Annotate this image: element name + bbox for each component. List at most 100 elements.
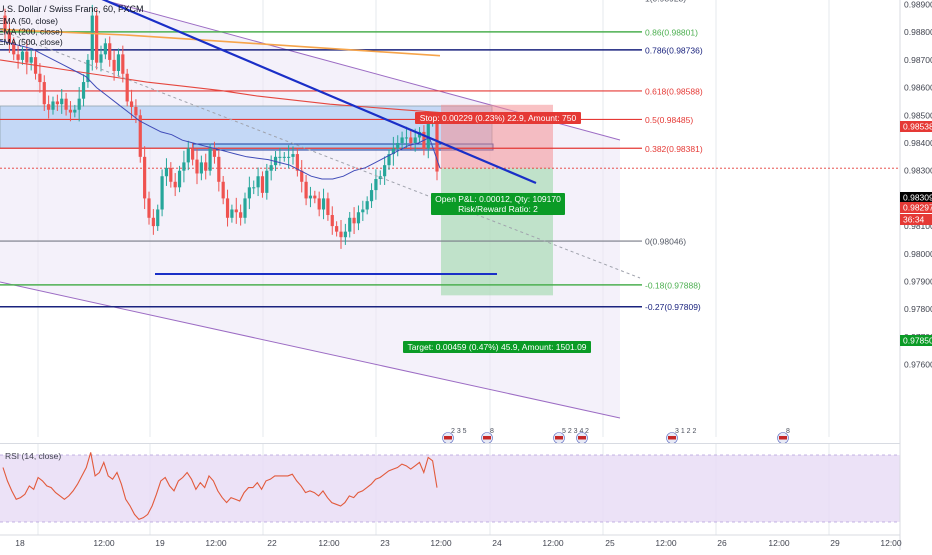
time-label-8: 24 xyxy=(492,538,502,548)
time-label-14: 29 xyxy=(830,538,840,548)
candle-body-14 xyxy=(64,98,68,110)
candle-body-97 xyxy=(426,120,430,149)
price-tick-11: 0.97800 xyxy=(904,304,932,314)
event-flag-stripe-2 xyxy=(555,436,563,440)
pnl-label-bg xyxy=(431,193,565,215)
fib-label-1: 0.86(0.98801) xyxy=(645,27,698,37)
time-label-5: 12:00 xyxy=(318,538,340,548)
channel-lower xyxy=(0,281,621,419)
pnl-label-text-0: Open P&L: 0.00012, Qty: 109170 xyxy=(435,194,561,204)
candle-body-74 xyxy=(326,198,330,216)
candle-body-1 xyxy=(7,32,11,44)
candle-body-73 xyxy=(321,198,326,210)
event-flag-stripe-1 xyxy=(483,436,491,440)
price-badge-1 xyxy=(900,192,932,203)
candle-body-23 xyxy=(103,43,107,55)
candle-body-65 xyxy=(287,156,291,158)
candle-body-41 xyxy=(182,162,186,171)
candle-body-11 xyxy=(51,101,55,110)
fib-label-0: 1(0.98923) xyxy=(645,0,686,4)
candle-body-93 xyxy=(409,137,413,143)
candle-body-5 xyxy=(25,51,29,63)
event-count-5: 8 xyxy=(786,428,790,435)
candle-body-31 xyxy=(138,115,142,157)
price-tick-6: 0.98300 xyxy=(904,166,932,176)
candle-body-22 xyxy=(99,54,103,63)
candle-body-80 xyxy=(352,217,356,224)
pnl-label-text-1: Risk/Reward Ratio: 2 xyxy=(458,204,538,214)
fib-label-5: 0.382(0.98381) xyxy=(645,144,703,154)
candle-body-48 xyxy=(212,148,217,157)
time-label-6: 23 xyxy=(380,538,390,548)
price-badge-4 xyxy=(900,335,932,346)
ema-500-line xyxy=(0,28,441,57)
stop-label-text-0: Stop: 0.00229 (0.23%) 22.9, Amount: 750 xyxy=(420,113,577,123)
event-count-0: 2 3 5 xyxy=(451,428,467,435)
time-label-2: 19 xyxy=(155,538,165,548)
candle-body-3 xyxy=(16,54,20,60)
candle-body-37 xyxy=(164,167,169,177)
price-badge-0 xyxy=(900,121,932,132)
candle-body-90 xyxy=(396,143,400,149)
candle-body-66 xyxy=(291,154,295,157)
candle-body-84 xyxy=(369,190,374,202)
event-count-4: 3 1 2 2 xyxy=(675,428,697,435)
candle-body-47 xyxy=(208,148,212,171)
channel-midline xyxy=(0,29,641,279)
price-badge-text-1: 0.98309 xyxy=(903,193,932,203)
candle-body-26 xyxy=(116,54,121,71)
candle-body-46 xyxy=(204,162,208,171)
candle-body-0 xyxy=(3,15,7,33)
candle-body-28 xyxy=(125,73,129,102)
candle-body-52 xyxy=(230,209,234,218)
price-badge-text-2: 0.98297 xyxy=(903,203,932,213)
candle-body-53 xyxy=(234,209,238,213)
candle-body-18 xyxy=(81,82,86,99)
event-flag-stripe-5 xyxy=(779,436,787,440)
time-label-15: 12:00 xyxy=(880,538,902,548)
candle-body-68 xyxy=(300,170,304,182)
time-label-0: 18 xyxy=(15,538,25,548)
candle-body-56 xyxy=(247,187,251,199)
candle-body-58 xyxy=(256,176,260,188)
price-badge-text-3: 36:34 xyxy=(903,215,925,225)
rsi-line xyxy=(2,452,438,521)
price-tick-10: 0.97900 xyxy=(904,277,932,287)
candle-body-27 xyxy=(121,54,125,74)
time-label-1: 12:00 xyxy=(93,538,115,548)
candle-body-12 xyxy=(55,101,59,105)
channel-fill xyxy=(0,0,620,418)
price-tick-4: 0.98500 xyxy=(904,110,932,120)
candle-body-30 xyxy=(134,106,138,116)
candle-body-99 xyxy=(435,120,439,172)
candle-body-50 xyxy=(221,181,225,199)
legend: U.S. Dollar / Swiss Franc, 60, FXCM EMA (… xyxy=(0,4,144,47)
candle-body-89 xyxy=(391,148,395,155)
candle-body-13 xyxy=(60,98,64,105)
candle-body-83 xyxy=(365,201,369,210)
candle-body-6 xyxy=(29,57,33,63)
candle-body-77 xyxy=(339,231,343,238)
time-label-7: 12:00 xyxy=(430,538,452,548)
stop-label-bg xyxy=(415,112,581,124)
trend-lines xyxy=(0,0,641,279)
price-tick-9: 0.98000 xyxy=(904,249,932,259)
candle-body-4 xyxy=(20,51,25,60)
target-zone xyxy=(441,168,553,296)
candle-body-39 xyxy=(173,181,177,188)
candles xyxy=(3,4,439,249)
candle-body-33 xyxy=(147,198,151,218)
rsi-band xyxy=(0,455,900,522)
candle-body-36 xyxy=(160,176,164,210)
candle-body-40 xyxy=(177,170,182,188)
position-labels: Stop: 0.00229 (0.23%) 22.9, Amount: 750 O… xyxy=(403,112,591,353)
fib-levels: 1(0.98923) 0.86(0.98801) 0.786(0.98736) 0.6… xyxy=(0,0,900,312)
candle-body-78 xyxy=(343,231,347,238)
candle-body-10 xyxy=(47,104,51,110)
event-count-3: 2 xyxy=(585,428,589,435)
price-tick-0: 0.98900 xyxy=(904,0,932,10)
